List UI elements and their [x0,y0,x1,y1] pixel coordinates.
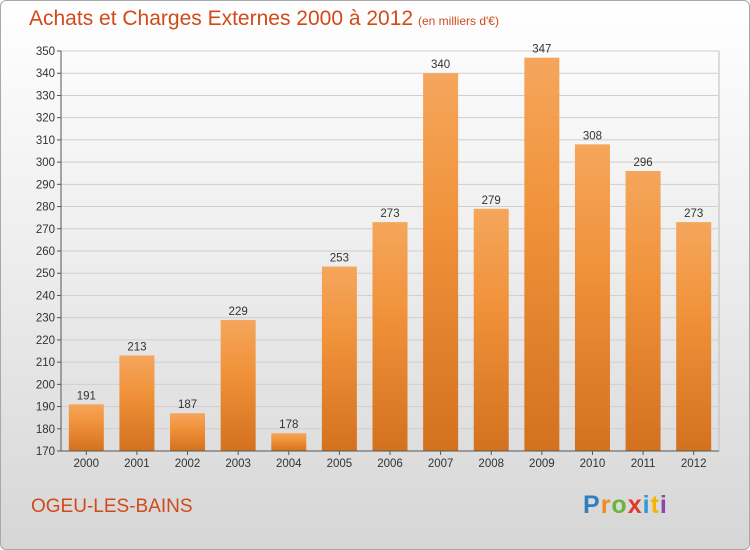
data-label: 340 [431,59,450,71]
y-tick-label: 300 [36,157,55,169]
data-label: 187 [178,399,197,411]
data-label: 296 [633,157,652,169]
x-tick-label: 2003 [225,458,251,470]
x-tick-label: 2000 [74,458,100,470]
labels: 170 180 190 200 210 220 230 240 250 260 270 280 290 3… [36,44,707,470]
chart-subtitle: (en milliers d'€) [418,14,499,28]
y-tick-label: 230 [36,313,55,325]
data-label: 213 [127,341,146,353]
y-tick-label: 350 [36,46,55,58]
bar [676,222,712,451]
logo-letter: i [659,491,668,519]
y-tick-label: 190 [36,402,55,414]
data-label: 347 [532,44,551,56]
y-tick-label: 260 [36,246,55,258]
logo-letter: o [611,491,628,519]
y-tick-label: 290 [36,179,55,191]
logo-letter: i [642,491,651,519]
bar [321,266,357,451]
y-tick-label: 320 [36,113,55,125]
x-tick-label: 2002 [175,458,201,470]
y-tick-label: 220 [36,335,55,347]
x-tick-label: 2010 [580,458,606,470]
y-tick-label: 240 [36,290,55,302]
y-tick-label: 310 [36,135,55,147]
y-tick-label: 170 [36,446,55,458]
bar [68,404,104,451]
data-label: 178 [279,419,298,431]
bar [423,73,459,451]
x-tick-label: 2005 [327,458,353,470]
x-tick-label: 2012 [681,458,707,470]
data-label: 273 [684,208,703,220]
x-tick-label: 2008 [478,458,504,470]
data-label: 279 [482,195,501,207]
bar [524,57,560,452]
bar [170,413,206,451]
y-tick-label: 280 [36,202,55,214]
proxiti-logo: Proxiti [583,491,668,520]
chart-title: Achats et Charges Externes 2000 à 2012 [29,7,414,30]
data-label: 229 [229,306,248,318]
y-tick-label: 330 [36,90,55,102]
town-name: OGEU-LES-BAINS [31,496,193,517]
x-tick-label: 2011 [631,458,656,470]
y-tick-label: 180 [36,424,55,436]
x-tick-label: 2006 [377,458,403,470]
bar [220,319,256,451]
x-tick-label: 2001 [124,458,150,470]
x-tick-label: 2007 [428,458,454,470]
y-tick-label: 200 [36,379,55,391]
logo-letter: t [650,491,660,519]
axes [57,50,719,455]
logo-letter: P [583,491,601,519]
bar [372,222,408,451]
logo-letter: r [600,491,612,519]
x-tick-label: 2004 [276,458,302,470]
bar [574,144,610,452]
bar [625,171,661,451]
data-label: 273 [380,208,399,220]
y-tick-label: 250 [36,268,55,280]
bar [119,355,155,451]
bar [473,208,509,451]
logo-letter: x [627,491,643,519]
y-tick-label: 340 [36,68,55,80]
bar [271,433,307,451]
data-label: 253 [330,253,349,265]
data-label: 308 [583,130,602,142]
data-label: 191 [77,390,96,402]
y-tick-label: 270 [36,224,55,236]
bars [68,57,712,452]
y-tick-label: 210 [36,357,55,369]
x-tick-label: 2009 [529,458,555,470]
